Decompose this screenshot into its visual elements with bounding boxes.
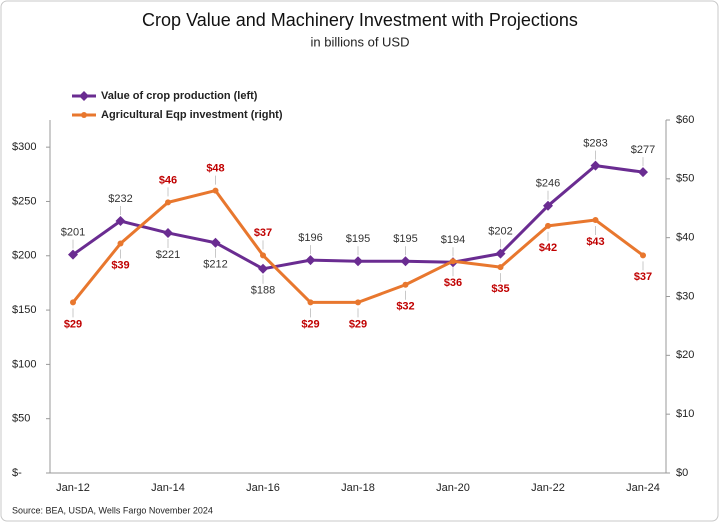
- x-tick-label: Jan-12: [56, 482, 90, 494]
- point-marker: [210, 237, 221, 248]
- data-label: $29: [301, 318, 319, 330]
- y-tick-label: $250: [12, 195, 36, 207]
- point-marker: [165, 199, 171, 206]
- data-label: $212: [203, 259, 227, 271]
- point-marker: [212, 187, 219, 194]
- data-label: $48: [206, 163, 224, 175]
- source-note: Source: BEA, USDA, Wells Fargo November …: [12, 505, 213, 515]
- chart-subtitle: in billions of USD: [311, 34, 410, 49]
- point-marker: [638, 167, 648, 178]
- data-label: $188: [251, 285, 275, 297]
- x-tick-label: Jan-18: [341, 482, 375, 494]
- point-marker: [70, 299, 76, 306]
- data-label: $221: [156, 249, 180, 261]
- point-marker: [592, 217, 599, 224]
- data-label: $29: [64, 318, 82, 330]
- data-label: $42: [539, 242, 557, 254]
- point-marker: [115, 216, 126, 227]
- point-marker: [258, 263, 268, 274]
- point-marker: [353, 256, 363, 267]
- point-marker: [355, 299, 361, 306]
- legend-label: Agricultural Eqp investment (right): [101, 109, 283, 121]
- data-label: $246: [536, 178, 560, 190]
- data-label: $283: [583, 138, 607, 150]
- y-tick-label: $300: [12, 141, 36, 153]
- data-label: $194: [441, 234, 465, 246]
- point-marker: [590, 160, 601, 171]
- y2-tick-label: $20: [676, 349, 694, 361]
- data-label: $195: [346, 233, 370, 245]
- data-label: $36: [444, 277, 462, 289]
- data-label: $37: [254, 227, 272, 239]
- data-label: $201: [61, 227, 85, 239]
- y2-tick-label: $50: [676, 173, 694, 185]
- y-tick-label: $200: [12, 250, 36, 262]
- data-label: $43: [586, 236, 604, 248]
- point-marker: [545, 222, 551, 229]
- x-tick-label: Jan-14: [151, 482, 185, 494]
- point-marker: [163, 227, 173, 238]
- data-label: $196: [298, 232, 322, 244]
- x-tick-label: Jan-16: [246, 482, 280, 494]
- y-tick-label: $50: [12, 413, 30, 425]
- data-label: $46: [159, 174, 177, 186]
- y2-tick-label: $10: [676, 408, 694, 420]
- data-label: $39: [111, 259, 129, 271]
- y-tick-label: $150: [12, 304, 36, 316]
- data-label: $195: [393, 233, 417, 245]
- point-marker: [400, 256, 411, 267]
- point-marker: [495, 248, 506, 259]
- point-marker: [402, 281, 409, 288]
- y-tick-label: $100: [12, 358, 36, 370]
- x-tick-label: Jan-20: [436, 482, 470, 494]
- data-label: $277: [631, 144, 655, 156]
- point-marker: [497, 264, 504, 271]
- data-label: $232: [108, 193, 132, 205]
- legend-marker: [79, 91, 89, 101]
- data-label: $37: [634, 271, 652, 283]
- point-marker: [117, 240, 124, 247]
- y-tick-label: $-: [12, 467, 22, 479]
- point-marker: [260, 252, 266, 259]
- legend-marker: [81, 112, 87, 118]
- legend-label: Value of crop production (left): [101, 90, 258, 102]
- data-label: $29: [349, 318, 367, 330]
- x-tick-label: Jan-22: [531, 482, 565, 494]
- data-label: $32: [396, 301, 414, 313]
- point-marker: [543, 200, 553, 211]
- x-tick-label: Jan-24: [626, 482, 660, 494]
- data-label: $202: [488, 226, 512, 238]
- point-marker: [305, 255, 316, 266]
- point-marker: [307, 299, 314, 306]
- y2-tick-label: $0: [676, 467, 688, 479]
- point-marker: [68, 249, 78, 260]
- point-marker: [450, 258, 456, 265]
- chart-title: Crop Value and Machinery Investment with…: [142, 10, 578, 30]
- y2-tick-label: $40: [676, 232, 694, 244]
- point-marker: [640, 252, 646, 259]
- y2-tick-label: $30: [676, 290, 694, 302]
- y2-tick-label: $60: [676, 114, 694, 126]
- data-label: $35: [491, 283, 509, 295]
